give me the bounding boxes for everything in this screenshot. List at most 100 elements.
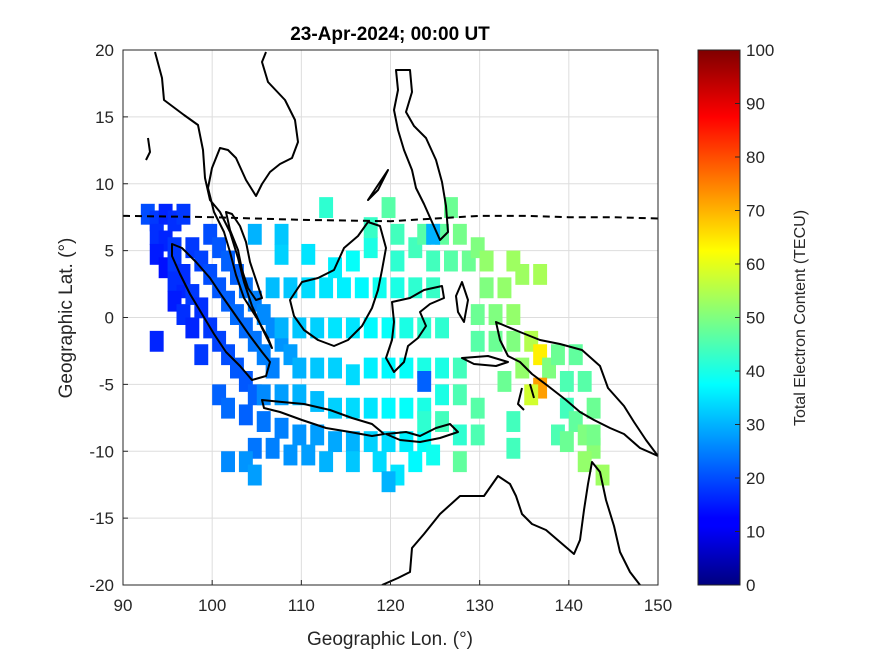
tec-cell <box>452 223 467 245</box>
x-tick-label: 140 <box>555 596 583 615</box>
tec-cell <box>256 411 271 432</box>
tec-cell <box>381 397 396 419</box>
tec-cell <box>310 317 325 339</box>
tec-cell <box>381 357 396 379</box>
tec-cell <box>399 317 414 339</box>
x-tick-label: 120 <box>376 596 404 615</box>
tec-cell <box>524 384 539 406</box>
colorbar-tick-label: 100 <box>746 41 774 60</box>
tec-cell <box>221 451 235 473</box>
tec-cell <box>417 411 432 432</box>
tec-cell <box>506 437 521 459</box>
tec-cell <box>238 404 253 426</box>
tec-cell <box>399 357 414 379</box>
tec-cell <box>399 397 414 419</box>
y-tick-label: 10 <box>95 175 114 194</box>
tec-cell <box>185 317 200 339</box>
colorbar-tick-label: 80 <box>746 148 765 167</box>
x-tick-label: 130 <box>465 596 493 615</box>
colorbar-tick-label: 60 <box>746 255 765 274</box>
coastline-java <box>261 399 385 437</box>
tec-cell <box>292 357 307 379</box>
tec-cell <box>435 411 449 432</box>
coastline-seram-buru <box>461 355 509 367</box>
tec-cell <box>319 451 334 473</box>
colorbar-tick-label: 50 <box>746 309 765 328</box>
tec-cell <box>337 277 351 299</box>
colorbar-tick-label: 30 <box>746 416 765 435</box>
tec-cell <box>328 431 342 453</box>
tec-cell <box>274 417 289 439</box>
tec-cell <box>265 437 280 459</box>
tec-cell <box>381 197 396 218</box>
y-tick-label: -20 <box>89 576 114 595</box>
tec-cell <box>470 330 485 352</box>
tec-cell <box>390 250 405 272</box>
tec-cell <box>363 397 378 419</box>
tec-cell <box>274 384 289 406</box>
tec-cell <box>506 411 521 432</box>
tec-cell <box>479 250 494 272</box>
tec-cell <box>274 317 289 339</box>
y-tick-label: -15 <box>89 509 114 528</box>
colorbar-ticks: 0 10 20 30 40 50 60 70 80 90 100 <box>735 41 774 595</box>
coastline-borneo <box>289 221 387 347</box>
y-tick-label: -5 <box>99 375 114 394</box>
tec-cell <box>470 304 485 325</box>
tec-cell <box>256 384 271 406</box>
tec-cell <box>435 357 449 379</box>
colorbar <box>697 49 741 586</box>
y-tick-label: 5 <box>105 242 114 261</box>
y-axis-label: Geographic Lat. (°) <box>56 238 77 399</box>
tec-cell <box>390 277 405 299</box>
tec-cell <box>310 357 325 379</box>
tec-cell <box>515 357 530 379</box>
tec-cell <box>551 344 565 366</box>
tec-cell <box>470 424 485 446</box>
tec-cell <box>559 431 574 453</box>
colorbar-tick-label: 20 <box>746 469 765 488</box>
tec-cell <box>301 444 316 466</box>
tec-cell <box>497 277 512 299</box>
tec-cell <box>559 371 574 392</box>
coastline-sulawesi <box>385 285 445 373</box>
tec-cell <box>586 397 601 419</box>
tec-cell <box>470 397 485 419</box>
tec-cell <box>372 451 387 473</box>
tec-cell <box>586 424 601 446</box>
coastline-australia-north <box>381 461 641 585</box>
colorbar-tick-label: 90 <box>746 95 765 114</box>
tec-cell <box>363 317 378 339</box>
y-tick-label: -10 <box>89 442 114 461</box>
tec-cell <box>506 250 521 272</box>
tec-cell <box>310 424 325 446</box>
tec-cell <box>577 371 592 392</box>
tec-cell <box>363 357 378 379</box>
x-axis-ticks: 90 100 110 120 130 140 150 <box>114 580 672 615</box>
tec-cell <box>283 277 298 299</box>
coastline-philippines <box>393 69 449 241</box>
tec-cell <box>292 317 307 339</box>
tec-cell <box>247 464 262 486</box>
tec-cell <box>247 223 262 245</box>
coastline-new-guinea <box>495 321 658 457</box>
tec-cell <box>345 451 360 473</box>
x-tick-label: 100 <box>198 596 226 615</box>
colorbar-tick-label: 70 <box>746 202 765 221</box>
tec-cell <box>506 330 521 352</box>
y-tick-label: 15 <box>95 108 114 127</box>
tec-cell <box>221 397 235 419</box>
tec-cell <box>417 371 432 392</box>
coastlines <box>145 51 658 585</box>
colorbar-tick-label: 10 <box>746 523 765 542</box>
tec-cell <box>301 243 316 265</box>
coastline-sumatra <box>171 243 271 381</box>
tec-cell <box>292 384 307 406</box>
tec-cell <box>381 471 396 493</box>
tec-cell <box>176 203 191 225</box>
coastline-palawan <box>367 169 389 201</box>
tec-cell <box>274 223 289 245</box>
tec-cell <box>533 264 548 285</box>
tec-cell <box>345 250 360 272</box>
